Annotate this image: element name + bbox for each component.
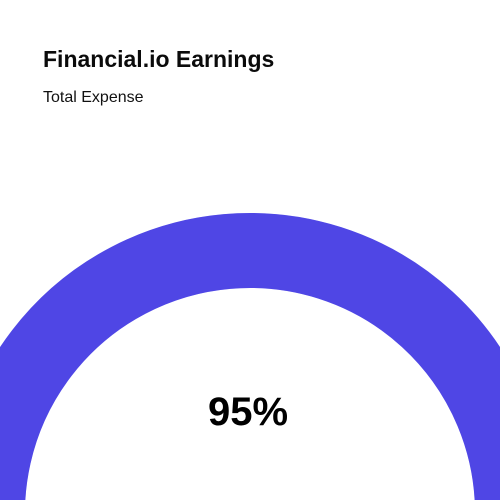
- gauge-filled-arc: [0, 250, 500, 500]
- gauge-value-label: 95%: [208, 390, 288, 434]
